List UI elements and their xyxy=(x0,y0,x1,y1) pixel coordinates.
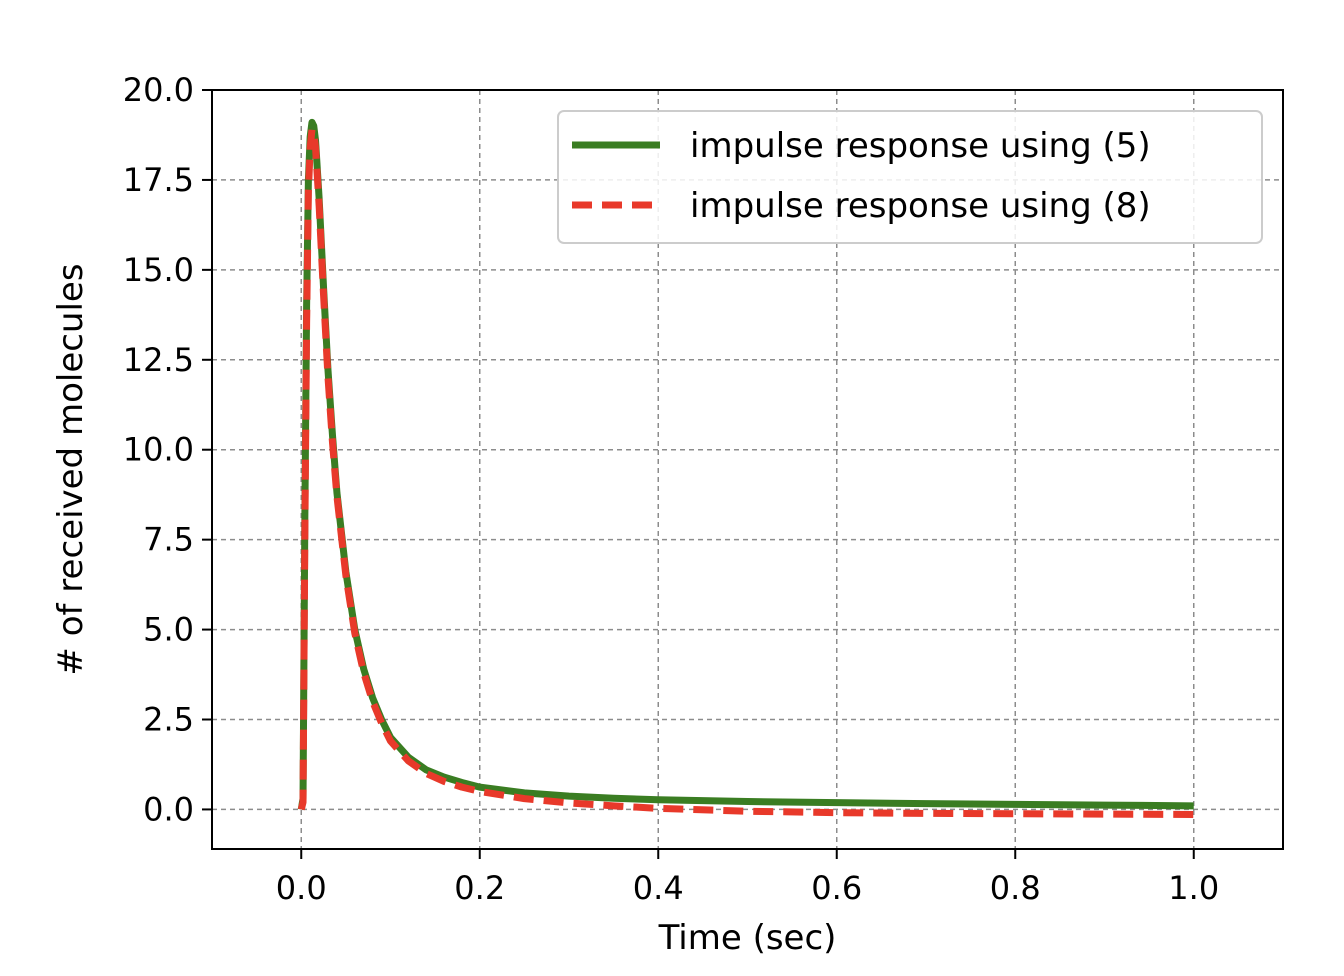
y-tick-label: 2.5 xyxy=(143,701,194,739)
x-tick-label: 0.2 xyxy=(454,869,505,907)
y-tick-label: 12.5 xyxy=(123,341,194,379)
y-tick-label: 17.5 xyxy=(123,161,194,199)
legend-label-series-8: impulse response using (8) xyxy=(690,186,1151,226)
x-tick-label: 1.0 xyxy=(1168,869,1219,907)
series-line-1 xyxy=(297,118,1194,810)
y-tick-label: 0.0 xyxy=(143,790,194,828)
y-axis-label: # of received molecules xyxy=(51,263,91,675)
x-axis-ticks: 0.0 0.2 0.4 0.6 0.8 1.0 xyxy=(276,849,1219,907)
y-axis-ticks: 0.0 2.5 5.0 7.5 10.0 12.5 15.0 17.5 20.0 xyxy=(123,71,212,828)
y-tick-label: 7.5 xyxy=(143,521,194,559)
series-line-2 xyxy=(297,126,1194,818)
legend-box xyxy=(557,110,1263,244)
y-tick-label: 5.0 xyxy=(143,611,194,649)
plot-frame xyxy=(211,89,1284,850)
x-tick-label: 0.6 xyxy=(811,869,862,907)
y-tick-label: 10.0 xyxy=(123,431,194,469)
y-tick-label: 15.0 xyxy=(123,251,194,289)
x-tick-label: 0.0 xyxy=(276,869,327,907)
x-tick-label: 0.8 xyxy=(990,869,1041,907)
legend-label-series-5: impulse response using (5) xyxy=(690,126,1151,166)
x-axis-label: Time (sec) xyxy=(658,918,837,958)
data-series xyxy=(297,118,1194,818)
legend: impulse response using (5) impulse respo… xyxy=(557,110,1263,244)
x-tick-label: 0.4 xyxy=(633,869,684,907)
y-tick-label: 20.0 xyxy=(123,71,194,109)
